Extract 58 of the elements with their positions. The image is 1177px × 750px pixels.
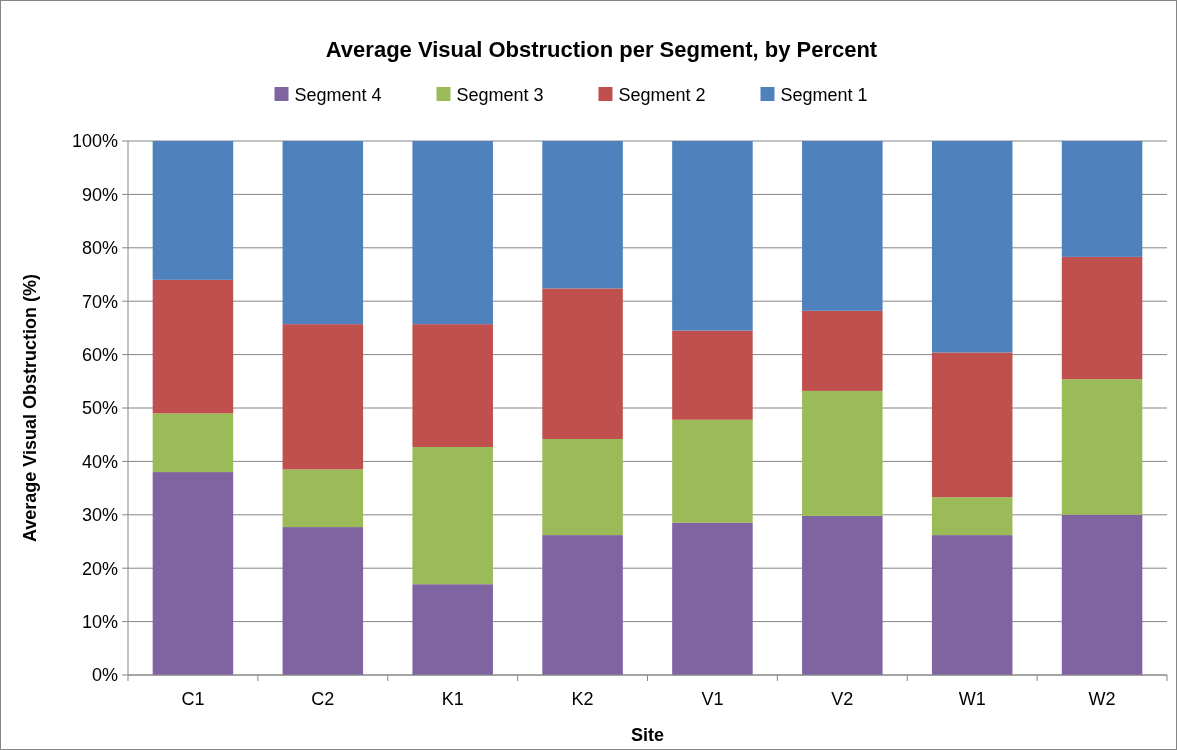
- bar: [542, 535, 623, 675]
- y-tick-label: 40%: [81, 451, 118, 472]
- x-tick-label: V1: [701, 689, 724, 709]
- y-tick-label: 10%: [81, 611, 118, 632]
- bar: [802, 141, 883, 311]
- y-tick-label: 60%: [81, 344, 118, 365]
- chart-title: Average Visual Obstruction per Segment, by Percent: [325, 37, 878, 62]
- legend-label: Segment 1: [780, 85, 868, 106]
- bar: [672, 419, 753, 523]
- x-tick-label: W2: [1088, 689, 1116, 709]
- bar: [282, 527, 364, 675]
- x-tick-label: K2: [571, 689, 594, 709]
- bar: [412, 446, 493, 585]
- x-axis-title: Site: [630, 725, 665, 745]
- bar: [412, 324, 493, 447]
- bar: [282, 469, 364, 528]
- y-tick-label: 30%: [81, 505, 118, 526]
- y-tick-label: 100%: [71, 131, 118, 152]
- bar: [282, 141, 364, 325]
- bar: [152, 413, 234, 473]
- y-tick-label: 20%: [81, 558, 118, 579]
- x-tick-label: C1: [181, 689, 205, 709]
- bar: [282, 324, 364, 470]
- bar: [152, 472, 234, 675]
- legend-label: Segment 2: [618, 85, 706, 106]
- bar: [1061, 256, 1143, 380]
- bar: [672, 330, 753, 420]
- bar: [672, 141, 753, 331]
- y-tick-label: 90%: [81, 184, 118, 205]
- bar: [672, 522, 753, 675]
- y-tick-label: 0%: [91, 665, 118, 686]
- bar: [152, 279, 234, 414]
- y-tick-label: 80%: [81, 238, 118, 259]
- bar: [542, 438, 623, 536]
- x-tick-label: W1: [958, 689, 986, 709]
- x-tick-label: C2: [311, 689, 335, 709]
- bar: [931, 141, 1013, 353]
- bar: [1061, 514, 1143, 675]
- bar: [1061, 379, 1143, 515]
- y-tick-label: 50%: [81, 398, 118, 419]
- bar: [802, 390, 883, 516]
- bar: [542, 141, 623, 289]
- bar: [152, 141, 234, 280]
- bar: [931, 497, 1013, 536]
- x-tick-label: V2: [831, 689, 854, 709]
- bar: [1061, 141, 1143, 257]
- bar: [931, 535, 1013, 675]
- bar: [412, 141, 493, 325]
- bar: [802, 310, 883, 391]
- legend-label: Segment 3: [456, 85, 544, 106]
- bar: [802, 515, 883, 675]
- bar: [542, 288, 623, 439]
- y-tick-label: 70%: [81, 291, 118, 312]
- legend-label: Segment 4: [294, 85, 382, 106]
- bar: [931, 352, 1013, 498]
- bar: [412, 584, 493, 675]
- x-tick-label: K1: [441, 689, 464, 709]
- y-axis-title: Average Visual Obstruction (%): [20, 273, 40, 543]
